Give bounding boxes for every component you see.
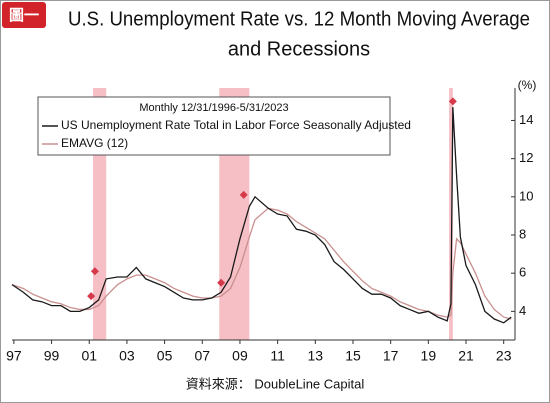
y-tick-label: 14 bbox=[519, 112, 533, 127]
marker bbox=[87, 292, 96, 301]
x-tick-label: 05 bbox=[157, 348, 173, 364]
y-tick-label: 12 bbox=[519, 150, 533, 165]
y-tick-label: 8 bbox=[519, 226, 526, 241]
x-tick-label: 11 bbox=[270, 348, 285, 364]
series-line bbox=[11, 207, 512, 320]
x-tick-label: 21 bbox=[458, 348, 474, 364]
marker bbox=[217, 278, 226, 287]
chart-title: U.S. Unemployment Rate vs. 12 Month Movi… bbox=[68, 8, 530, 30]
x-tick-label: 15 bbox=[345, 348, 361, 364]
x-tick-label: 19 bbox=[421, 348, 437, 364]
y-tick-label: 4 bbox=[519, 303, 526, 318]
legend-label: EMAVG (12) bbox=[61, 136, 128, 150]
legend bbox=[37, 96, 391, 156]
marker bbox=[90, 267, 99, 276]
recession-band bbox=[449, 88, 453, 340]
marker bbox=[448, 97, 457, 106]
source: 資料來源： DoubleLine Capital bbox=[186, 376, 365, 391]
x-tick-label: 03 bbox=[119, 348, 135, 364]
x-tick-label: 01 bbox=[81, 348, 97, 364]
x-tick-label: 07 bbox=[194, 348, 210, 364]
y-tick-label: 6 bbox=[519, 265, 526, 280]
x-tick-label: 99 bbox=[44, 348, 60, 364]
legend-entries: US Unemployment Rate Total in Labor Forc… bbox=[42, 118, 411, 150]
legend-label: US Unemployment Rate Total in Labor Forc… bbox=[61, 118, 411, 132]
chart-title: and Recessions bbox=[228, 38, 370, 60]
x-tick-label: 09 bbox=[232, 348, 248, 364]
y-tick-label: 10 bbox=[519, 188, 533, 203]
badge: 圖一 bbox=[9, 6, 39, 24]
marker bbox=[239, 190, 248, 199]
series-line bbox=[11, 107, 512, 324]
x-tick-label: 17 bbox=[383, 348, 399, 364]
legend-title: Monthly 12/31/1996-5/31/2023 bbox=[139, 102, 288, 114]
badge-bg bbox=[2, 2, 46, 28]
x-tick-label: 23 bbox=[496, 348, 512, 364]
x-tick-label: 13 bbox=[308, 348, 324, 364]
x-tick-label: 97 bbox=[6, 348, 22, 364]
y-unit: (%) bbox=[518, 78, 537, 92]
